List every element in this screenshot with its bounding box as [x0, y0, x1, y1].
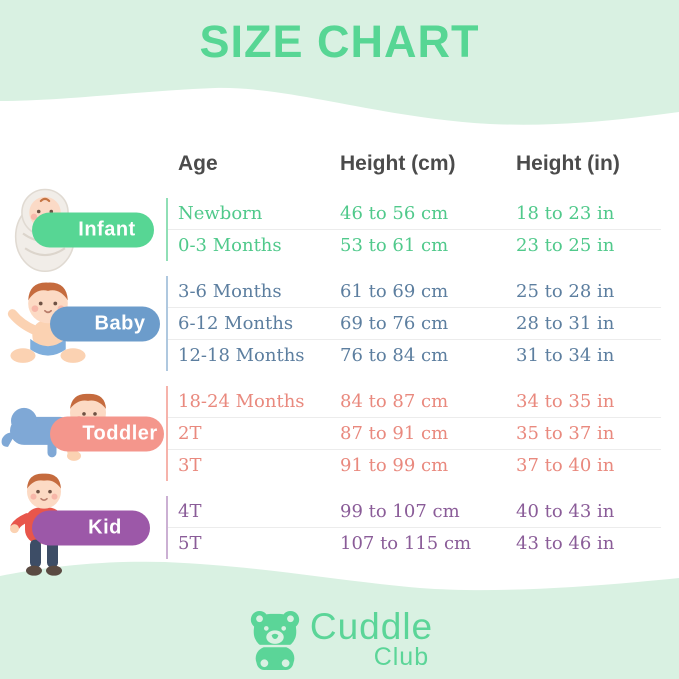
group-rows: 3-6 Months 61 to 69 cm 25 to 28 in 6-12 … [166, 276, 661, 371]
table-row: 12-18 Months 76 to 84 cm 31 to 34 in [168, 339, 661, 371]
brand-name-top: Cuddle [309, 606, 434, 647]
table-row: 3-6 Months 61 to 69 cm 25 to 28 in [168, 276, 661, 307]
cell-age: 12-18 Months [178, 345, 305, 366]
cell-height-cm: 91 to 99 cm [340, 455, 449, 476]
cell-height-in: 34 to 35 in [516, 391, 615, 412]
cell-height-in: 37 to 40 in [516, 455, 615, 476]
cell-height-cm: 84 to 87 cm [340, 391, 449, 412]
table-row: 4T 99 to 107 cm 40 to 43 in [168, 496, 661, 527]
cell-age: 18-24 Months [178, 391, 305, 412]
brand-wordmark: Cuddle Club [309, 606, 434, 671]
group-badge-pill: Baby [50, 306, 160, 341]
cell-age: 3-6 Months [178, 281, 282, 302]
group-badge-label: Kid [88, 516, 122, 538]
cell-height-in: 18 to 23 in [516, 203, 615, 224]
size-group: Toddler 18-24 Months 84 to 87 cm 34 to 3… [1, 386, 661, 481]
bottom-wave-decoration [0, 561, 679, 679]
cell-age: 3T [178, 455, 202, 476]
group-badge-pill: Kid [32, 510, 150, 545]
group-rows: Newborn 46 to 56 cm 18 to 23 in 0-3 Mont… [166, 198, 661, 261]
cell-height-cm: 76 to 84 cm [340, 345, 449, 366]
cell-age: Newborn [178, 203, 263, 224]
group-badge-label: Baby [94, 312, 146, 334]
table-row: 0-3 Months 53 to 61 cm 23 to 25 in [168, 229, 661, 261]
table-groups: Infant Newborn 46 to 56 cm 18 to 23 in 0… [1, 188, 661, 576]
cell-height-in: 31 to 34 in [516, 345, 615, 366]
table-row: Newborn 46 to 56 cm 18 to 23 in [168, 198, 661, 229]
cell-age: 4T [178, 501, 202, 522]
cell-age: 2T [178, 423, 202, 444]
size-group: Infant Newborn 46 to 56 cm 18 to 23 in 0… [14, 188, 661, 272]
cell-height-cm: 53 to 61 cm [340, 235, 449, 256]
header-height-cm: Height (cm) [340, 152, 456, 175]
header-age: Age [178, 152, 218, 175]
cell-height-cm: 87 to 91 cm [340, 423, 449, 444]
group-rows: 18-24 Months 84 to 87 cm 34 to 35 in 2T … [166, 386, 661, 481]
cell-height-in: 25 to 28 in [516, 281, 615, 302]
table-row: 5T 107 to 115 cm 43 to 46 in [168, 527, 661, 559]
group-badge-pill: Infant [32, 212, 154, 247]
page-title: SIZE CHART [199, 16, 480, 67]
table-row: 2T 87 to 91 cm 35 to 37 in [168, 417, 661, 449]
header-height-in: Height (in) [516, 152, 620, 175]
top-wave-decoration [0, 0, 679, 125]
cell-height-cm: 69 to 76 cm [340, 313, 449, 334]
cell-height-in: 40 to 43 in [516, 501, 615, 522]
table-row: 3T 91 to 99 cm 37 to 40 in [168, 449, 661, 481]
group-badge-label: Infant [78, 218, 136, 240]
cell-age: 6-12 Months [178, 313, 294, 334]
group-badge: Infant [0, 188, 166, 272]
cell-height-cm: 61 to 69 cm [340, 281, 449, 302]
cell-age: 5T [178, 533, 202, 554]
size-table: Age Height (cm) Height (in) Infant Newbo… [1, 150, 661, 576]
cell-height-in: 23 to 25 in [516, 235, 615, 256]
group-badge-pill: Toddler [50, 416, 164, 451]
group-rows: 4T 99 to 107 cm 40 to 43 in 5T 107 to 11… [166, 496, 661, 559]
group-badge: Baby [0, 276, 166, 371]
teddy-bear-icon [250, 611, 300, 670]
brand-footer: Cuddle Club [0, 606, 679, 671]
cell-age: 0-3 Months [178, 235, 282, 256]
table-row: 18-24 Months 84 to 87 cm 34 to 35 in [168, 386, 661, 417]
cell-height-in: 35 to 37 in [516, 423, 615, 444]
cell-height-cm: 107 to 115 cm [340, 533, 472, 554]
group-badge: Toddler [0, 386, 166, 481]
brand-name-bottom: Club [373, 643, 430, 671]
table-row: 6-12 Months 69 to 76 cm 28 to 31 in [168, 307, 661, 339]
size-group: Kid 4T 99 to 107 cm 40 to 43 in 5T 107 t… [10, 473, 661, 576]
size-group: Baby 3-6 Months 61 to 69 cm 25 to 28 in … [7, 276, 661, 371]
cell-height-cm: 99 to 107 cm [340, 501, 460, 522]
group-badge-label: Toddler [82, 422, 158, 444]
group-badge: Kid [0, 473, 166, 576]
cell-height-in: 43 to 46 in [516, 533, 615, 554]
table-header-row: Age Height (cm) Height (in) [168, 150, 661, 178]
cell-height-in: 28 to 31 in [516, 313, 615, 334]
cell-height-cm: 46 to 56 cm [340, 203, 449, 224]
